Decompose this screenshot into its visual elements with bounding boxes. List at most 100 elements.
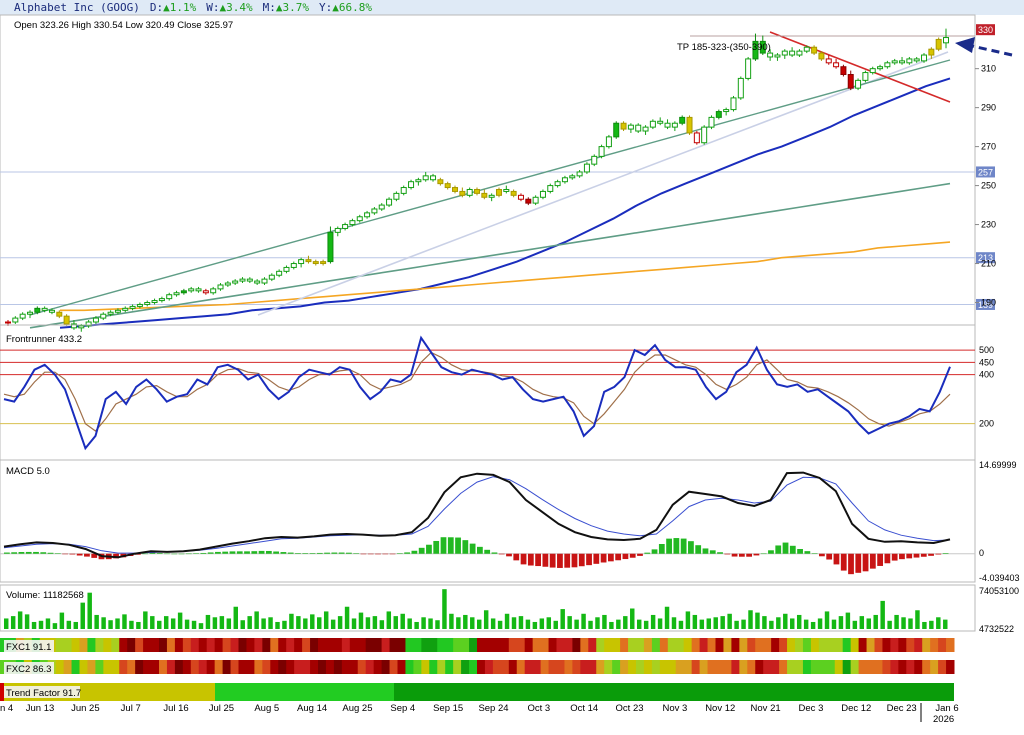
m-change: ▲3.7% — [276, 1, 309, 14]
heat-cell — [516, 638, 526, 652]
heat-cell — [946, 638, 955, 652]
macd-histogram-bar — [855, 553, 862, 573]
candle — [349, 218, 356, 227]
volume-bar — [421, 617, 426, 629]
heat-cell — [707, 660, 716, 674]
macd-histogram-bar — [251, 551, 258, 554]
heat-cell — [341, 660, 351, 674]
candle — [114, 308, 121, 315]
volume-bar — [17, 611, 23, 629]
macd-histogram-bar — [709, 550, 716, 554]
macd-histogram-bar — [658, 544, 665, 554]
heat-cell — [63, 660, 73, 674]
heat-cell — [492, 660, 502, 674]
volume-bar — [894, 614, 899, 629]
candle — [19, 312, 26, 321]
heat-cell — [556, 660, 565, 674]
volume-bar — [296, 616, 301, 629]
x-tick-label: Dec 12 — [841, 703, 871, 714]
heat-cell — [333, 660, 343, 674]
trend-segment-red — [0, 683, 4, 701]
macd-histogram-bar — [695, 545, 702, 554]
candle — [188, 286, 195, 293]
fxc2-label-box — [4, 662, 54, 674]
macd-histogram-bar — [549, 553, 556, 568]
heat-cell — [325, 660, 335, 674]
volume-bar — [943, 619, 948, 629]
heat-cell — [469, 638, 478, 652]
heat-cell — [238, 638, 247, 652]
macd-histogram-bar — [193, 553, 199, 554]
macd-histogram-bar — [797, 548, 803, 554]
macd-histogram-bar — [185, 553, 192, 555]
heat-cell — [310, 638, 319, 652]
heat-cell — [469, 660, 478, 674]
macd-histogram-bar — [848, 553, 854, 575]
heat-cell — [620, 638, 629, 652]
heat-cell — [389, 660, 398, 674]
macd-histogram-bar — [702, 548, 709, 554]
price-tick-label: 290 — [981, 103, 996, 113]
macd-histogram-bar — [215, 551, 221, 554]
price-tick-label: 210 — [981, 259, 996, 269]
heat-cell — [143, 638, 152, 652]
heat-cell — [397, 638, 406, 652]
heat-cell — [508, 660, 518, 674]
candle — [891, 58, 898, 65]
volume-bar — [595, 617, 600, 629]
candle — [539, 189, 546, 200]
volume-bar — [191, 620, 197, 629]
heat-cell — [111, 638, 120, 652]
heat-cell — [294, 660, 303, 674]
candle — [759, 35, 766, 56]
x-tick-label: Nov 12 — [705, 703, 735, 714]
heat-cell — [55, 638, 65, 652]
heat-cell — [318, 660, 327, 674]
candle — [752, 33, 759, 61]
candle — [657, 117, 664, 126]
candle — [173, 290, 180, 297]
volume-bar — [344, 606, 350, 629]
candle — [569, 173, 576, 180]
macd-histogram-bar — [819, 553, 825, 557]
heat-cell — [318, 638, 327, 652]
candle — [737, 76, 744, 100]
volume-bar — [240, 620, 245, 629]
macd-histogram-bar — [899, 553, 905, 560]
m-label: M: — [263, 1, 276, 14]
macd-histogram-bar — [324, 552, 330, 554]
macd-histogram-bar — [826, 553, 833, 560]
macd-histogram-bar — [666, 538, 672, 554]
macd-histogram-bar — [724, 553, 731, 555]
candle — [855, 78, 862, 91]
heat-cell — [524, 660, 534, 674]
heat-cell — [230, 660, 239, 674]
heat-cell — [516, 660, 526, 674]
candle — [781, 49, 788, 59]
x-tick-label: Jan 6 — [935, 703, 958, 714]
heat-cell — [731, 660, 740, 674]
candle — [869, 66, 876, 75]
heat-cell — [659, 660, 669, 674]
candle — [635, 123, 642, 133]
heat-cell — [214, 638, 224, 652]
volume-bar — [929, 620, 934, 629]
volume-bar — [456, 617, 461, 629]
heat-cell — [540, 638, 550, 652]
candle — [935, 37, 942, 52]
heat-cell — [564, 638, 573, 652]
macd-histogram-bar — [134, 553, 141, 555]
volume-bar — [463, 614, 468, 629]
heat-cell — [437, 638, 446, 652]
x-tick-label: Oct 14 — [570, 703, 598, 714]
heat-cell — [71, 638, 80, 652]
macd-histogram-bar — [273, 551, 280, 554]
heat-cell — [119, 660, 128, 674]
macd-histogram-bar — [571, 553, 578, 568]
heat-cell — [238, 660, 247, 674]
volume-bar — [477, 619, 482, 629]
volume-bar — [490, 618, 496, 629]
candle — [195, 286, 202, 293]
heat-cell — [779, 638, 788, 652]
